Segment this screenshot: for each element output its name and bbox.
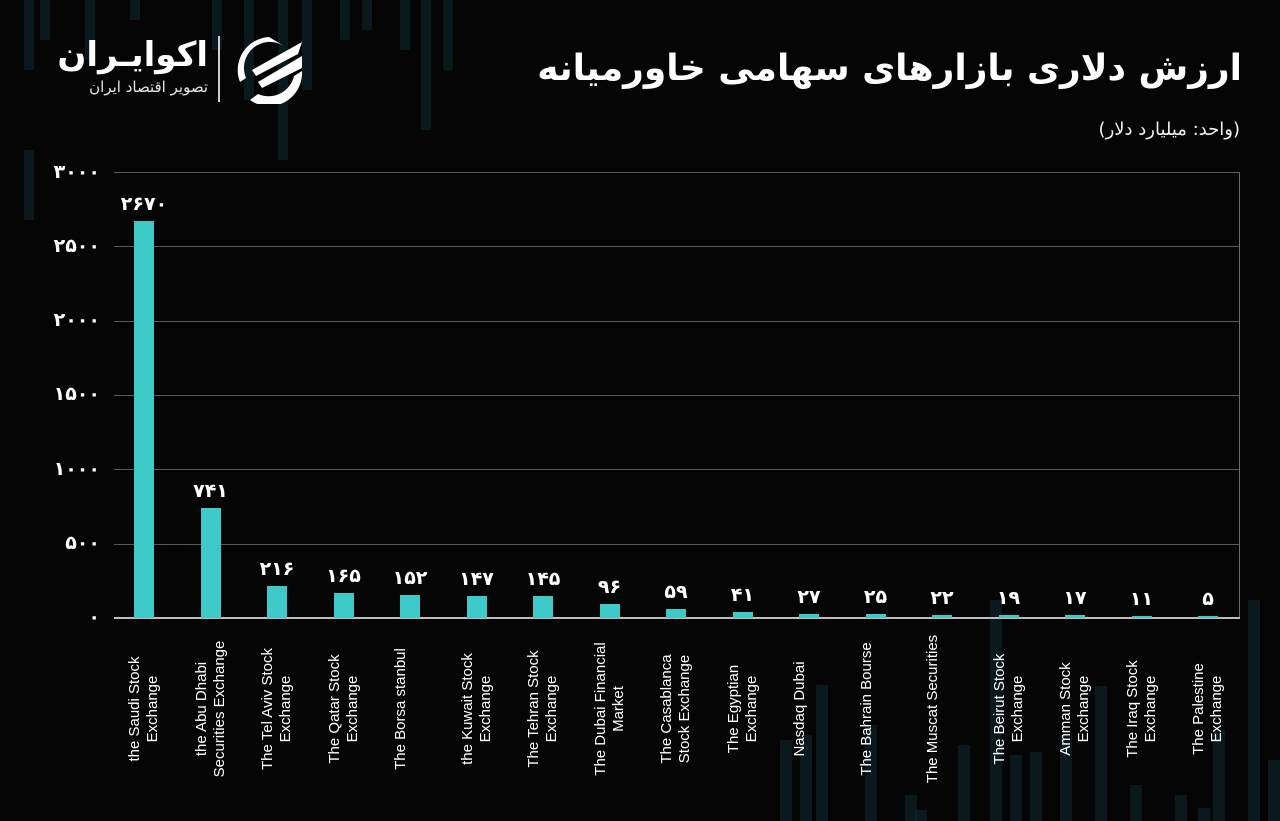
ecoiran-swoosh-logo-icon — [237, 37, 303, 104]
chart-title: ارزش دلاری بازارهای سهامی خاورمیانه — [537, 48, 1242, 89]
x-category-label: The Casablanca Stock Exchange — [658, 654, 693, 764]
logo-text: اکوایـران تصویر اقتصاد ایران — [48, 34, 208, 98]
bar — [533, 596, 553, 618]
bar-value-label: ۱۴۷ — [459, 568, 494, 591]
gridline — [114, 544, 1240, 545]
bg-stripe — [1095, 686, 1107, 821]
bar-value-label: ۹۶ — [597, 575, 622, 598]
bar-value-label: ۱۵۲ — [392, 567, 428, 590]
bar-value-label: ۱۱ — [1129, 588, 1154, 610]
bar-value-label: ۲۱۶ — [259, 557, 295, 580]
bar — [134, 221, 154, 618]
bg-stripe — [443, 0, 453, 70]
y-tick-label: ۱۵۰۰ — [53, 383, 100, 405]
bar — [799, 613, 819, 618]
bar-value-label: ۱۹ — [996, 587, 1021, 610]
bg-stripe — [1175, 795, 1187, 821]
bar — [1065, 615, 1085, 618]
x-category-label: The Dubai Financial Market — [591, 642, 627, 776]
bg-stripe — [1268, 760, 1280, 821]
y-tick-label: ۲۰۰۰ — [53, 309, 100, 331]
y-tick-label: ۰ — [88, 606, 100, 628]
bar — [200, 507, 221, 618]
bar — [267, 585, 287, 618]
bar — [732, 611, 753, 618]
bar — [666, 609, 686, 618]
bg-stripe — [362, 0, 372, 30]
gridline — [114, 321, 1240, 322]
bar-value-label: ۱۴۵ — [525, 568, 561, 591]
bar — [599, 603, 620, 618]
bar — [466, 596, 487, 618]
logo-name: اکوایـران — [57, 35, 208, 75]
bar-value-label: ۲۷ — [797, 585, 821, 608]
x-category-label: The Muscat Securities — [924, 634, 941, 784]
x-category-label: The Beirut Stock Exchange — [990, 653, 1026, 765]
bg-stripe — [1030, 752, 1042, 821]
x-category-label: The Iraq Stock Exchange — [1123, 660, 1159, 758]
bar-value-label: ۲۵ — [863, 586, 888, 609]
bg-stripe — [340, 0, 350, 40]
chart-subtitle: (واحد: میلیارد دلار) — [1098, 119, 1240, 140]
gridline — [114, 469, 1240, 470]
gridline — [114, 246, 1240, 247]
bg-stripe — [1248, 600, 1260, 821]
bg-stripe — [958, 745, 970, 821]
x-category-label: The Borsa stanbul — [392, 648, 409, 770]
y-tick-label: ۵۰۰ — [65, 532, 100, 554]
bg-stripe — [421, 0, 431, 130]
bar — [333, 593, 354, 618]
x-axis-line — [114, 617, 1240, 619]
bar-value-label: ۵ — [1202, 588, 1214, 610]
bar-value-label: ۱۶۵ — [326, 565, 361, 588]
x-category-label: The Bahrain Bourse — [857, 642, 875, 776]
bg-stripe — [816, 685, 828, 821]
bar — [400, 595, 420, 618]
x-category-label: The Palestine Exchange — [1190, 663, 1225, 755]
bg-stripe — [24, 150, 34, 220]
x-category-label: the Saudi Stock Exchange — [126, 656, 161, 762]
y-tick-label: ۳۰۰۰ — [53, 161, 100, 183]
plot-area — [114, 172, 1240, 619]
x-category-label: The Egyptian Exchange — [724, 664, 760, 754]
x-category-label: the Abu Dhabi Securities Exchange — [192, 640, 228, 778]
plot-right-border — [1239, 172, 1240, 618]
bar-value-label: ۲۲ — [930, 586, 954, 609]
x-category-label: The Tel Aviv Stock Exchange — [259, 648, 294, 771]
bg-stripe — [130, 0, 140, 20]
gridline — [114, 395, 1240, 396]
bar-value-label: ۷۴۱ — [193, 479, 228, 502]
bar — [1198, 616, 1218, 618]
x-category-label: The Qatar Stock Exchange — [325, 654, 361, 764]
logo-tagline: تصویر اقتصاد ایران — [89, 78, 208, 96]
bg-stripe — [1198, 808, 1210, 821]
x-category-label: the Kuwait Stock Exchange — [458, 653, 494, 765]
bar — [865, 614, 886, 618]
x-category-label: The Tehran Stock Exchange — [525, 650, 560, 768]
bg-stripe — [915, 810, 927, 821]
bg-stripe — [24, 0, 34, 70]
bar — [998, 615, 1019, 618]
brand-logo: اکوایـران تصویر اقتصاد ایران — [48, 34, 310, 106]
logo-divider — [218, 36, 220, 102]
y-tick-label: ۱۰۰۰ — [53, 458, 100, 480]
bg-stripe — [1130, 785, 1142, 821]
gridline — [114, 172, 1240, 173]
bar-value-label: ۵۹ — [664, 581, 688, 604]
bar-value-label: ۱۷ — [1063, 587, 1087, 610]
bar — [932, 614, 952, 618]
x-category-label: Nasdaq Dubai — [791, 661, 808, 757]
bg-stripe — [905, 795, 917, 821]
x-category-label: Amman Stock Exchange — [1057, 662, 1092, 756]
bar-value-label: ۴۱ — [730, 583, 755, 606]
bg-stripe — [400, 0, 410, 50]
y-tick-label: ۲۵۰۰ — [53, 235, 100, 257]
bar — [1131, 616, 1152, 618]
bar-value-label: ۲۶۷۰ — [120, 193, 168, 216]
